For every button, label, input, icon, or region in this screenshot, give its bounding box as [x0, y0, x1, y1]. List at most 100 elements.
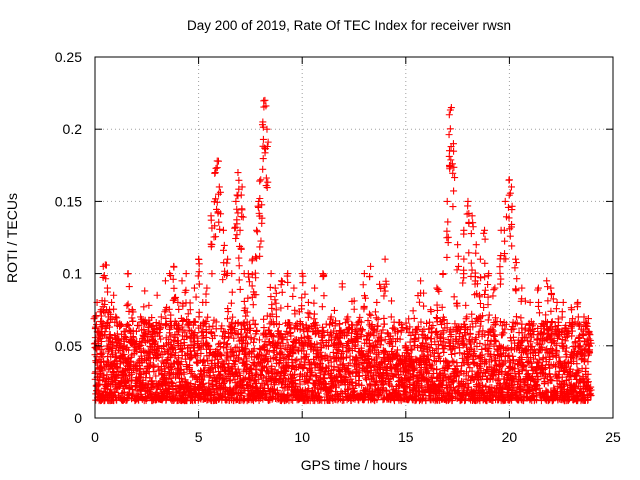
data-point [113, 314, 121, 322]
data-point [458, 354, 466, 362]
data-point [255, 209, 263, 217]
data-point [453, 266, 461, 274]
data-point [552, 346, 560, 354]
data-point [490, 351, 498, 359]
data-point [476, 322, 484, 330]
data-point [308, 370, 316, 378]
data-point [111, 334, 119, 342]
data-point [194, 272, 202, 280]
data-point [324, 356, 332, 364]
data-point [258, 219, 266, 227]
data-point [452, 393, 460, 401]
data-point [359, 281, 367, 289]
data-point [446, 162, 454, 170]
data-point [506, 232, 514, 240]
data-point [141, 329, 149, 337]
data-point [519, 361, 527, 369]
data-point [543, 333, 551, 341]
data-point [484, 336, 492, 344]
data-point [199, 358, 207, 366]
data-point [402, 389, 410, 397]
data-point [326, 353, 334, 361]
data-point [423, 319, 431, 327]
data-point [547, 331, 555, 339]
data-point [203, 339, 211, 347]
data-point [454, 252, 462, 260]
data-point [128, 338, 136, 346]
data-point [145, 355, 153, 363]
data-point [481, 286, 489, 294]
data-point [233, 220, 241, 228]
data-point [279, 339, 287, 347]
data-point [272, 306, 280, 314]
data-point [385, 378, 393, 386]
data-point [92, 368, 100, 376]
data-point [227, 353, 235, 361]
data-point [379, 326, 387, 334]
data-point [137, 349, 145, 357]
data-point [228, 288, 236, 296]
data-point [258, 201, 266, 209]
data-point [344, 329, 352, 337]
data-point [513, 275, 521, 283]
data-point [256, 195, 264, 203]
data-point [140, 303, 148, 311]
data-point [209, 385, 217, 393]
data-point [394, 327, 402, 335]
data-point [351, 387, 359, 395]
data-point [449, 343, 457, 351]
data-point [207, 212, 215, 220]
data-point [259, 155, 267, 163]
data-point [546, 364, 554, 372]
data-point [240, 297, 248, 305]
data-point [410, 314, 418, 322]
data-point [148, 339, 156, 347]
data-point [303, 328, 311, 336]
data-point [291, 325, 299, 333]
data-point [208, 241, 216, 249]
data-point [587, 339, 595, 347]
data-point [165, 329, 173, 337]
data-point [509, 364, 517, 372]
data-point [215, 183, 223, 191]
data-point [234, 365, 242, 373]
data-point [484, 316, 492, 324]
data-point [409, 307, 417, 315]
data-point [427, 341, 435, 349]
data-point [170, 284, 178, 292]
data-point [330, 306, 338, 314]
data-point [244, 294, 252, 302]
data-point [101, 300, 109, 308]
data-point [322, 363, 330, 371]
data-point [518, 356, 526, 364]
data-point [184, 310, 192, 318]
data-point [372, 361, 380, 369]
data-point [125, 322, 133, 330]
data-point [457, 326, 465, 334]
data-point [101, 328, 109, 336]
data-point [255, 197, 263, 205]
data-point [157, 363, 165, 371]
data-point [157, 313, 165, 321]
data-point [270, 348, 278, 356]
x-tick-label: 25 [605, 429, 621, 445]
data-point [199, 318, 207, 326]
data-points [90, 96, 595, 405]
data-point [219, 276, 227, 284]
data-point [202, 298, 210, 306]
data-point [256, 344, 264, 352]
data-point [343, 348, 351, 356]
data-point [203, 284, 211, 292]
data-point [584, 315, 592, 323]
data-point [186, 306, 194, 314]
data-point [460, 274, 468, 282]
data-point [401, 353, 409, 361]
data-point [444, 218, 452, 226]
data-point [477, 376, 485, 384]
data-point [112, 362, 120, 370]
data-point [266, 312, 274, 320]
data-point [233, 231, 241, 239]
data-point [289, 349, 297, 357]
data-point [537, 340, 545, 348]
